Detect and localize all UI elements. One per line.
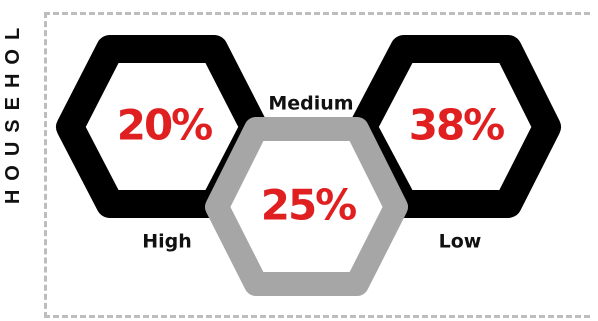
hex-high-value: 20% — [117, 101, 212, 150]
label-medium: Medium — [268, 93, 353, 115]
hex-medium-value: 25% — [261, 181, 356, 230]
hex-medium: 25% — [205, 117, 408, 296]
hex-low-value: 38% — [409, 101, 504, 150]
hex-medium-ring — [205, 117, 408, 296]
label-high: High — [142, 231, 192, 253]
dashed-frame — [44, 12, 590, 318]
label-low: Low — [439, 231, 482, 253]
